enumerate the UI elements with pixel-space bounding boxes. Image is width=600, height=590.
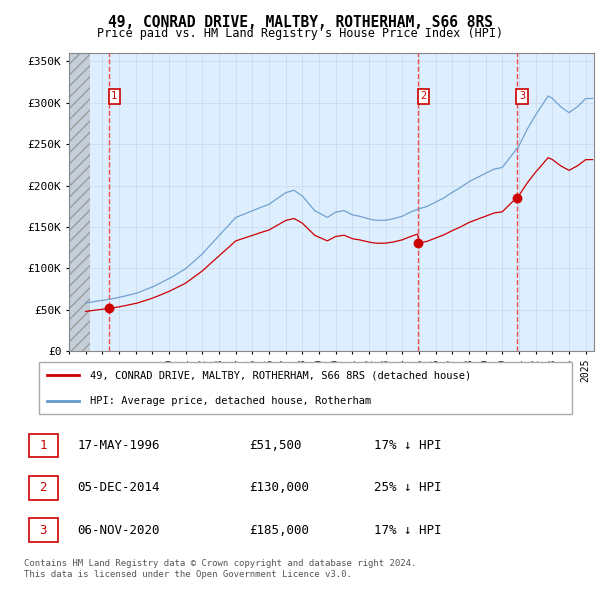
Point xyxy=(104,304,113,313)
Text: £51,500: £51,500 xyxy=(250,439,302,452)
Text: 17% ↓ HPI: 17% ↓ HPI xyxy=(374,524,441,537)
Text: £185,000: £185,000 xyxy=(250,524,310,537)
Point xyxy=(413,239,422,248)
FancyBboxPatch shape xyxy=(29,519,58,542)
Text: 2: 2 xyxy=(40,481,47,494)
Text: Price paid vs. HM Land Registry's House Price Index (HPI): Price paid vs. HM Land Registry's House … xyxy=(97,27,503,40)
Text: 3: 3 xyxy=(519,91,525,101)
Text: 2: 2 xyxy=(420,91,427,101)
Text: 25% ↓ HPI: 25% ↓ HPI xyxy=(374,481,441,494)
Text: 1: 1 xyxy=(111,91,118,101)
Text: 06-NOV-2020: 06-NOV-2020 xyxy=(77,524,160,537)
FancyBboxPatch shape xyxy=(29,476,58,500)
Text: This data is licensed under the Open Government Licence v3.0.: This data is licensed under the Open Gov… xyxy=(24,570,352,579)
Text: 17% ↓ HPI: 17% ↓ HPI xyxy=(374,439,441,452)
Text: 49, CONRAD DRIVE, MALTBY, ROTHERHAM, S66 8RS (detached house): 49, CONRAD DRIVE, MALTBY, ROTHERHAM, S66… xyxy=(90,370,471,380)
Text: 05-DEC-2014: 05-DEC-2014 xyxy=(77,481,160,494)
Text: 17-MAY-1996: 17-MAY-1996 xyxy=(77,439,160,452)
Text: Contains HM Land Registry data © Crown copyright and database right 2024.: Contains HM Land Registry data © Crown c… xyxy=(24,559,416,568)
Text: HPI: Average price, detached house, Rotherham: HPI: Average price, detached house, Roth… xyxy=(90,396,371,406)
Text: 3: 3 xyxy=(40,524,47,537)
FancyBboxPatch shape xyxy=(29,434,58,457)
Point xyxy=(512,193,521,202)
Text: 1: 1 xyxy=(40,439,47,452)
Text: £130,000: £130,000 xyxy=(250,481,310,494)
Text: 49, CONRAD DRIVE, MALTBY, ROTHERHAM, S66 8RS: 49, CONRAD DRIVE, MALTBY, ROTHERHAM, S66… xyxy=(107,15,493,30)
FancyBboxPatch shape xyxy=(39,362,572,414)
